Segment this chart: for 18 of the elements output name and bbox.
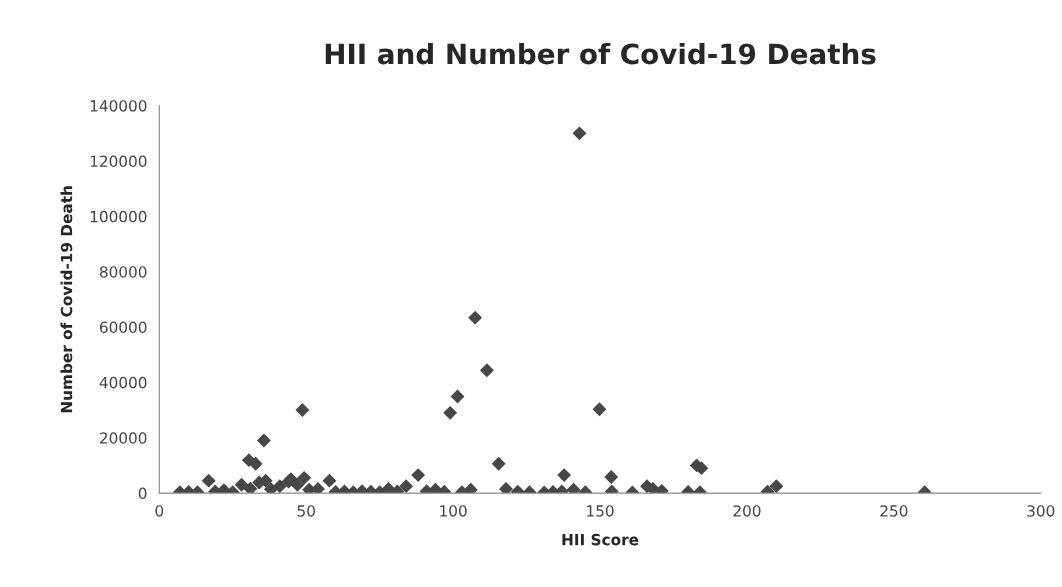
y-axis-title: Number of Covid-19 Death (60, 186, 73, 413)
y-tick-label: 20000 (100, 432, 147, 444)
x-tick-label: 300 (1027, 505, 1055, 517)
x-tick-label: 150 (587, 505, 614, 517)
y-tick-label: 0 (138, 487, 147, 500)
chart-title: HII and Number of Covid-19 Deaths (325, 42, 876, 65)
x-tick-label: 50 (297, 505, 315, 517)
x-tick-label: 0 (155, 505, 164, 517)
y-tick-label: 80000 (99, 266, 147, 278)
y-tick-label: 140000 (90, 100, 147, 112)
y-tick-label: 100000 (90, 210, 147, 223)
x-tick-label: 200 (733, 505, 761, 517)
x-tick-label: 100 (440, 505, 467, 517)
y-tick-label: 120000 (90, 155, 147, 168)
x-tick-label: 250 (880, 505, 908, 517)
y-tick-label: 60000 (99, 321, 147, 334)
y-tick-label: 40000 (99, 376, 147, 389)
x-axis-title: HII Score (562, 533, 639, 546)
